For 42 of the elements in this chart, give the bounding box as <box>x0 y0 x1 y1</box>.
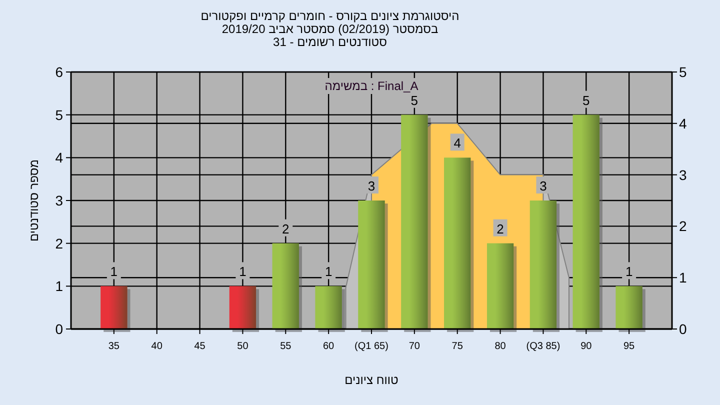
y-tick-label: 4 <box>55 150 64 166</box>
data-label: 4 <box>454 136 461 151</box>
data-label: 3 <box>540 178 547 194</box>
y-tick-label: 1 <box>55 278 64 294</box>
chart-subtitle: בסמסטר (02/2019) סמסטר אביב 2019/20 סטודנטים רשומים - 31 <box>222 22 438 49</box>
y-axis-title: מספר סטודנטים <box>27 159 41 242</box>
chart-title: היסטוגרמת ציונים בקורס - חומרים קרמיים ופקטורים <box>200 9 460 23</box>
x-tick-label: 60 <box>323 341 335 352</box>
x-tick-label: 55 <box>280 341 292 352</box>
y2-tick-label: 4 <box>679 115 687 132</box>
annotation: במשימה : Final_A <box>324 79 418 93</box>
x-tick-label: (Q3 85) <box>526 341 560 352</box>
x-tick-label: 75 <box>452 341 464 352</box>
y2-tick-label: 3 <box>679 166 687 183</box>
y2-tick-label: 2 <box>679 218 687 234</box>
y-tick-label: 2 <box>55 235 64 252</box>
data-label: 5 <box>582 92 590 108</box>
y2-tick-label: 1 <box>679 270 687 286</box>
data-label: 2 <box>496 221 504 236</box>
data-label: 1 <box>625 264 633 280</box>
data-label: 5 <box>410 92 418 108</box>
y-tick-label: 3 <box>55 192 64 208</box>
y-tick-label: 0 <box>55 321 64 337</box>
x-tick-label: 90 <box>580 341 592 352</box>
x-tick-label: (Q1 65) <box>354 341 388 352</box>
y2-tick-label: 0 <box>679 321 687 337</box>
data-label: 1 <box>239 264 246 280</box>
x-tick-label: 95 <box>624 341 636 352</box>
x-tick-label: 70 <box>408 341 420 352</box>
y-tick-label: 6 <box>55 64 64 80</box>
data-label: 1 <box>110 264 118 280</box>
y2-tick-label: 5 <box>679 64 687 80</box>
y-tick-label: 5 <box>55 106 64 123</box>
data-label: 3 <box>368 178 376 194</box>
data-label: 2 <box>282 221 290 236</box>
x-tick-label: 80 <box>494 341 506 352</box>
x-tick-label: 40 <box>151 341 163 352</box>
x-tick-label: 45 <box>194 341 206 352</box>
x-tick-label: 35 <box>108 341 120 352</box>
x-axis-title: טווח ציונים <box>344 373 399 387</box>
data-label: 1 <box>324 264 332 280</box>
x-tick-label: 50 <box>237 341 249 352</box>
